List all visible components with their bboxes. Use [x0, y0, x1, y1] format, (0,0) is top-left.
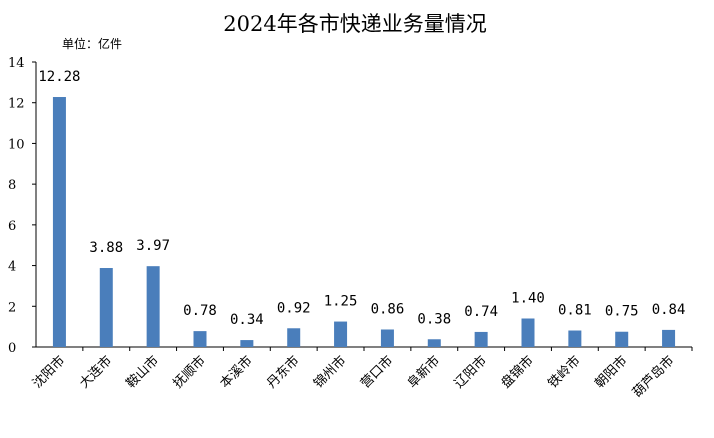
- y-tick-label: 2: [8, 300, 16, 315]
- y-tick-label: 0: [8, 341, 16, 356]
- x-category-label: 本溪市: [217, 353, 256, 392]
- bar-value-label: 1.25: [324, 294, 358, 310]
- bar: [99, 268, 113, 347]
- bar: [146, 266, 160, 347]
- x-category-label: 葫芦岛市: [629, 353, 677, 401]
- bar: [380, 329, 394, 347]
- x-axis-labels: 沈阳市 大连市 鞍山市 抚顺市 本溪市 丹东市 锦州市 营口市 阜新市 辽阳市 盘锦市 铁岭市 朝阳市葫…: [29, 353, 677, 401]
- y-tick-label: 14: [8, 56, 25, 71]
- bar: [474, 331, 488, 347]
- x-category-label: 盘锦市: [498, 353, 537, 392]
- bar: [568, 330, 582, 347]
- chart-title: 2024年各市快递业务量情况: [223, 12, 486, 36]
- bar: [615, 331, 629, 347]
- y-tick-label: 12: [8, 97, 25, 112]
- bar: [193, 331, 207, 347]
- x-category-label: 营口市: [357, 353, 396, 392]
- x-category-label: 大连市: [76, 353, 115, 392]
- bar: [521, 318, 535, 347]
- bar-value-label: 1.40: [511, 291, 545, 307]
- y-tick-label: 8: [8, 178, 16, 193]
- bar: [662, 329, 676, 347]
- bar-value-label: 0.38: [417, 311, 451, 327]
- bar: [287, 328, 301, 347]
- y-tick-label: 10: [8, 137, 25, 152]
- bar-value-label: 0.86: [371, 301, 405, 317]
- bar-value-label: 0.75: [605, 304, 639, 320]
- bar-value-label: 0.74: [464, 304, 498, 320]
- x-category-label: 锦州市: [310, 353, 349, 392]
- y-tick-label: 6: [8, 219, 16, 234]
- bar-value-label: 0.34: [230, 312, 264, 328]
- x-category-label: 鞍山市: [123, 353, 162, 392]
- x-category-label: 抚顺市: [170, 353, 209, 392]
- x-category-label: 朝阳市: [592, 353, 631, 392]
- x-category-label: 铁岭市: [545, 353, 584, 392]
- data-labels: 12.28 3.88 3.97 0.78 0.34 0.92 1.25 0.86 0.38 0.7…: [38, 69, 685, 328]
- unit-label: 单位：亿件: [62, 36, 122, 51]
- bar: [52, 97, 66, 347]
- bar-value-label: 0.81: [558, 303, 592, 319]
- bar-value-label: 0.84: [652, 302, 686, 318]
- x-category-label: 辽阳市: [451, 353, 490, 392]
- x-category-label: 沈阳市: [29, 353, 68, 392]
- x-category-label: 阜新市: [404, 353, 443, 392]
- x-category-label: 丹东市: [264, 353, 303, 392]
- bar-value-label: 0.92: [277, 300, 311, 316]
- bar-value-label: 3.88: [89, 240, 123, 256]
- bar: [334, 321, 348, 347]
- bar-value-label: 3.97: [136, 238, 170, 254]
- bar: [427, 339, 441, 347]
- bar-value-label: 12.28: [38, 69, 80, 85]
- y-axis-ticks: 0 2 4 6 8 10 12 14: [8, 56, 36, 356]
- y-tick-label: 4: [8, 260, 16, 275]
- bar-series: [52, 97, 693, 351]
- bar: [240, 340, 254, 347]
- bar-value-label: 0.78: [183, 303, 217, 319]
